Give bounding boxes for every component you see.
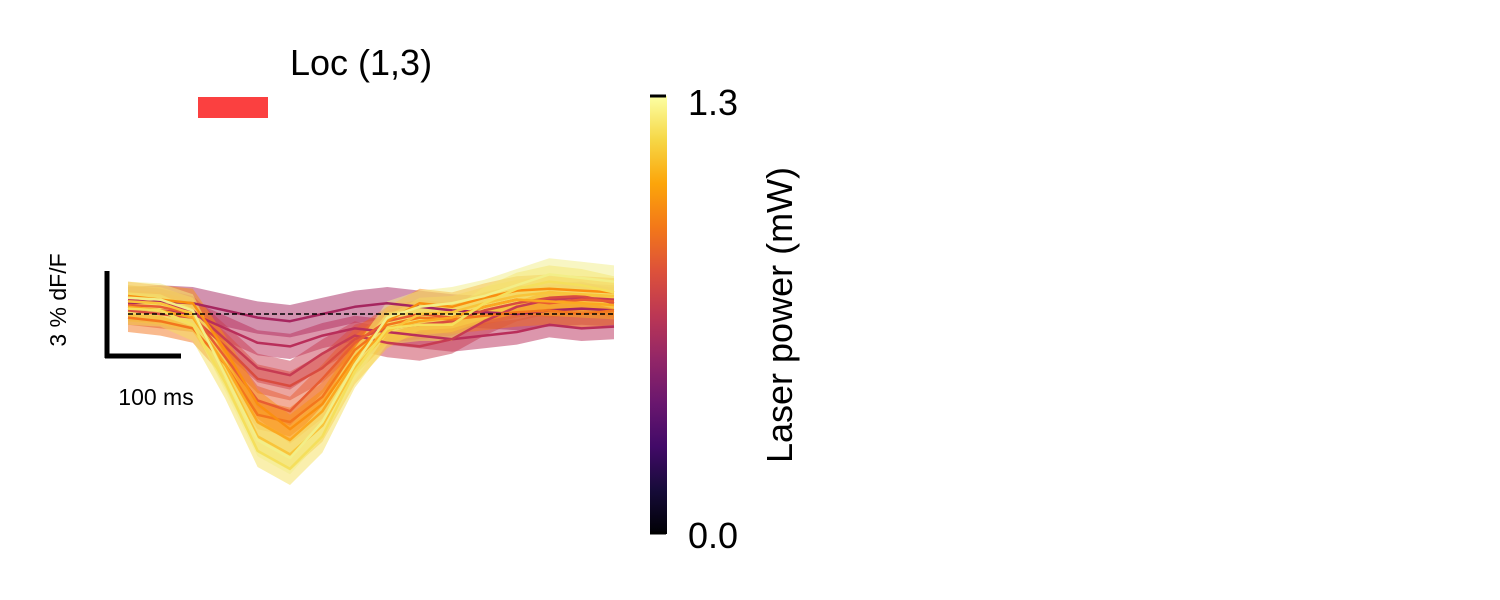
colorbar-tick-label-min: 0.0 — [688, 515, 738, 556]
colorbar-label: Laser power (mW) — [759, 167, 800, 463]
scale-bar-y-label: 3 % dF/F — [45, 253, 71, 346]
trace-line-2 — [127, 307, 615, 348]
colorbar: 1.3 0.0 Laser power (mW) — [650, 82, 800, 556]
stimulus-bar — [198, 97, 268, 118]
scale-bar: 3 % dF/F 100 ms — [45, 253, 194, 410]
trace-line-10 — [127, 280, 615, 471]
trace-line-11 — [127, 273, 615, 460]
trace-lines — [127, 273, 615, 471]
colorbar-gradient — [650, 96, 667, 534]
chart-title: Loc (1,3) — [290, 42, 432, 83]
colorbar-tick-label-max: 1.3 — [688, 82, 738, 123]
scale-bar-x-label: 100 ms — [118, 384, 193, 410]
plot-area — [127, 258, 615, 485]
